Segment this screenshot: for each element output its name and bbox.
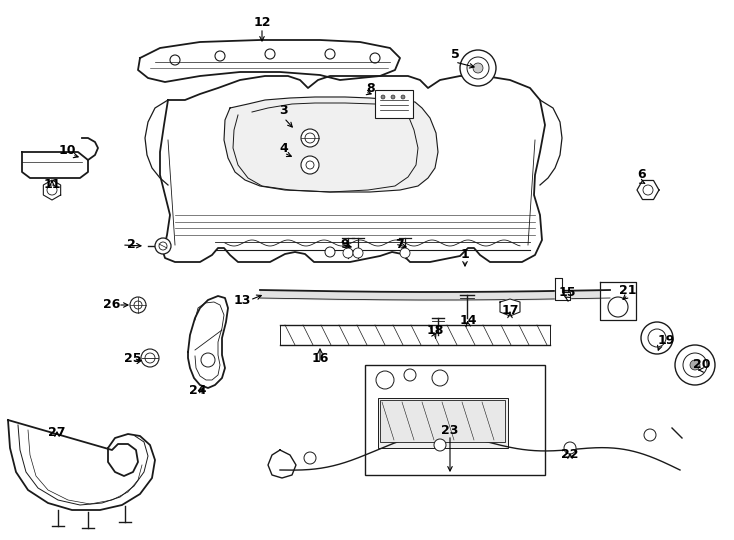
Circle shape <box>47 185 57 195</box>
Text: 22: 22 <box>562 449 578 462</box>
Polygon shape <box>224 97 438 192</box>
Polygon shape <box>22 152 88 178</box>
Text: 17: 17 <box>501 303 519 316</box>
Bar <box>375 90 413 118</box>
Bar <box>365 365 545 475</box>
Text: 6: 6 <box>638 168 647 181</box>
Text: 10: 10 <box>58 144 76 157</box>
Circle shape <box>141 349 159 367</box>
Text: 8: 8 <box>367 82 375 94</box>
Bar <box>378 398 508 448</box>
Text: 15: 15 <box>559 287 575 300</box>
Bar <box>380 400 505 442</box>
Text: 16: 16 <box>311 352 329 365</box>
Circle shape <box>608 297 628 317</box>
Circle shape <box>432 370 448 386</box>
Circle shape <box>648 329 666 347</box>
Text: 13: 13 <box>233 294 251 307</box>
Circle shape <box>675 345 715 385</box>
Text: 7: 7 <box>396 238 404 251</box>
Circle shape <box>325 247 335 257</box>
Text: 19: 19 <box>658 334 675 347</box>
Circle shape <box>159 242 167 250</box>
Polygon shape <box>160 76 545 262</box>
Text: 24: 24 <box>189 383 207 396</box>
Text: 25: 25 <box>124 352 142 365</box>
Circle shape <box>564 442 576 454</box>
Text: 21: 21 <box>619 284 637 296</box>
Circle shape <box>460 50 496 86</box>
Circle shape <box>404 369 416 381</box>
Circle shape <box>145 353 155 363</box>
Circle shape <box>641 322 673 354</box>
Circle shape <box>130 297 146 313</box>
Circle shape <box>690 360 700 370</box>
Text: 4: 4 <box>280 141 288 154</box>
Text: 11: 11 <box>43 179 61 192</box>
Circle shape <box>391 95 395 99</box>
Text: 3: 3 <box>280 105 288 118</box>
Text: 14: 14 <box>459 314 477 327</box>
Text: 12: 12 <box>253 16 271 29</box>
Circle shape <box>353 248 363 258</box>
Text: 1: 1 <box>461 248 469 261</box>
Circle shape <box>381 95 385 99</box>
Circle shape <box>400 248 410 258</box>
Text: 18: 18 <box>426 323 443 336</box>
Circle shape <box>265 49 275 59</box>
Circle shape <box>343 248 353 258</box>
Circle shape <box>434 439 446 451</box>
Polygon shape <box>138 40 400 82</box>
Text: 23: 23 <box>441 423 459 436</box>
Circle shape <box>376 371 394 389</box>
Circle shape <box>325 49 335 59</box>
Circle shape <box>301 156 319 174</box>
Circle shape <box>643 185 653 195</box>
Circle shape <box>467 57 489 79</box>
Text: 5: 5 <box>451 49 459 62</box>
Circle shape <box>301 129 319 147</box>
Circle shape <box>134 301 142 309</box>
Circle shape <box>473 63 483 73</box>
Polygon shape <box>600 282 636 320</box>
Circle shape <box>401 95 405 99</box>
Polygon shape <box>188 296 228 388</box>
Polygon shape <box>500 299 520 316</box>
Circle shape <box>170 55 180 65</box>
Circle shape <box>683 353 707 377</box>
Text: 26: 26 <box>103 299 120 312</box>
Polygon shape <box>555 278 570 300</box>
Text: 2: 2 <box>127 239 135 252</box>
Circle shape <box>306 161 314 169</box>
Circle shape <box>215 51 225 61</box>
Bar <box>280 325 550 345</box>
Circle shape <box>370 53 380 63</box>
Polygon shape <box>43 180 61 200</box>
Text: 9: 9 <box>341 238 349 251</box>
Circle shape <box>155 238 171 254</box>
Text: 27: 27 <box>48 426 66 438</box>
Circle shape <box>644 429 656 441</box>
Circle shape <box>304 452 316 464</box>
Circle shape <box>201 353 215 367</box>
Polygon shape <box>637 180 659 199</box>
Polygon shape <box>8 420 155 510</box>
Circle shape <box>305 133 315 143</box>
Text: 20: 20 <box>693 359 711 372</box>
